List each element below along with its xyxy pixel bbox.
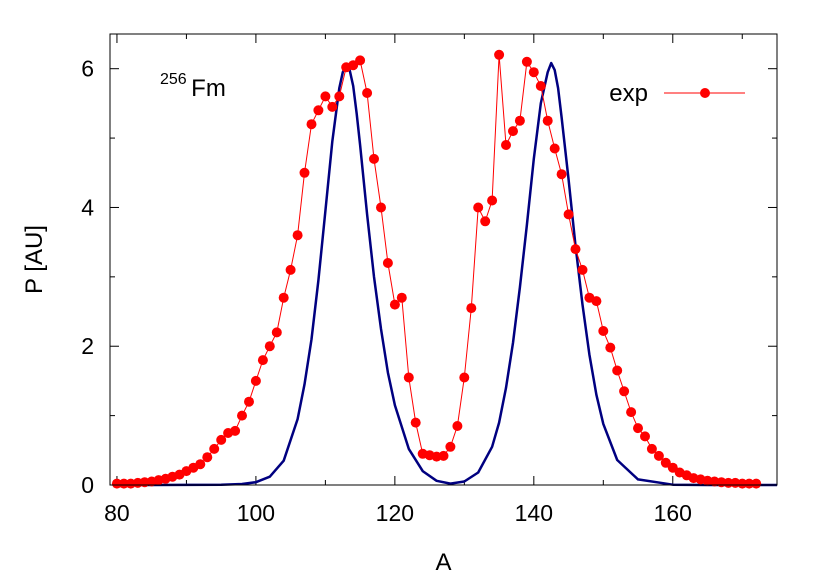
data-point-exp bbox=[327, 101, 338, 112]
data-point-exp bbox=[202, 452, 213, 463]
data-point-exp bbox=[508, 126, 518, 137]
data-point-exp bbox=[369, 153, 379, 164]
data-point-exp bbox=[653, 450, 664, 461]
data-point-exp bbox=[313, 105, 324, 116]
data-point-exp bbox=[230, 425, 241, 436]
plot-frame bbox=[109, 33, 778, 486]
x-tick-label: 100 bbox=[237, 500, 275, 526]
legend-label-exp: exp bbox=[609, 80, 648, 107]
x-axis-label: A bbox=[435, 549, 451, 576]
data-point-exp bbox=[362, 88, 373, 98]
data-point-exp bbox=[376, 202, 386, 213]
data-point-exp bbox=[612, 365, 623, 376]
data-point-exp bbox=[494, 49, 505, 60]
x-tick-label: 140 bbox=[515, 500, 553, 526]
nucleus-annotation: 256 Fm bbox=[160, 71, 226, 102]
data-point-exp bbox=[528, 67, 539, 78]
data-point-exp bbox=[334, 91, 345, 102]
data-point-exp bbox=[660, 457, 671, 468]
data-point-exp bbox=[487, 195, 498, 206]
data-point-exp bbox=[577, 264, 588, 275]
data-point-exp bbox=[556, 169, 567, 180]
y-tick-label: 2 bbox=[81, 333, 94, 359]
data-point-exp bbox=[751, 478, 762, 489]
series-layer bbox=[111, 49, 777, 489]
data-point-exp bbox=[382, 258, 393, 268]
data-point-exp bbox=[737, 478, 748, 489]
legend: exp bbox=[609, 80, 745, 107]
data-point-exp bbox=[299, 167, 310, 178]
data-point-exp bbox=[111, 478, 122, 489]
y-axis-label: P [AU] bbox=[21, 225, 48, 294]
data-point-exp bbox=[445, 441, 456, 452]
data-point-exp bbox=[646, 443, 657, 454]
data-point-exp bbox=[542, 115, 553, 126]
x-tick-label: 120 bbox=[376, 500, 414, 526]
data-point-exp bbox=[410, 417, 421, 428]
data-point-exp bbox=[118, 478, 129, 489]
data-point-exp bbox=[744, 478, 755, 489]
data-point-exp bbox=[619, 386, 630, 397]
x-tick-label: 160 bbox=[654, 500, 692, 526]
data-point-exp bbox=[403, 372, 414, 383]
tick-labels: 80 100 120 140 160 0 2 4 6 bbox=[81, 56, 692, 526]
data-point-exp bbox=[396, 292, 407, 303]
data-point-exp bbox=[570, 244, 581, 255]
nucleus-mass-number: 256 bbox=[160, 71, 187, 88]
y-tick-label: 6 bbox=[81, 56, 94, 82]
x-tick-label: 80 bbox=[104, 500, 130, 526]
data-point-exp bbox=[209, 443, 220, 454]
data-point-exp bbox=[452, 421, 463, 431]
data-point-exp bbox=[244, 396, 254, 407]
data-point-exp bbox=[292, 230, 303, 241]
data-point-exp bbox=[271, 327, 282, 338]
data-point-exp bbox=[514, 115, 525, 126]
y-tick-label: 4 bbox=[81, 194, 94, 220]
series-line-theory bbox=[116, 61, 777, 487]
data-point-exp bbox=[473, 202, 484, 213]
data-point-exp bbox=[563, 209, 574, 220]
data-point-exp bbox=[598, 326, 609, 336]
data-point-exp bbox=[501, 140, 511, 150]
data-point-exp bbox=[195, 459, 206, 470]
data-point-exp bbox=[535, 81, 546, 91]
data-point-exp bbox=[216, 434, 227, 445]
data-point-exp bbox=[250, 375, 261, 386]
data-point-exp bbox=[466, 303, 477, 314]
data-point-exp bbox=[306, 119, 317, 130]
data-point-exp bbox=[549, 143, 560, 154]
series-line-exp bbox=[116, 54, 757, 485]
data-point-exp bbox=[626, 407, 637, 418]
data-point-exp bbox=[264, 341, 275, 352]
data-point-exp bbox=[605, 342, 616, 353]
data-point-exp bbox=[438, 450, 449, 461]
data-point-exp bbox=[320, 91, 331, 102]
legend-marker-exp bbox=[700, 88, 710, 98]
data-point-exp bbox=[355, 55, 366, 66]
data-point-exp bbox=[480, 216, 491, 227]
data-point-exp bbox=[591, 296, 602, 307]
nucleus-symbol: Fm bbox=[191, 75, 226, 102]
axis-ticks bbox=[110, 34, 777, 486]
data-point-exp bbox=[278, 292, 289, 303]
data-point-exp bbox=[640, 431, 650, 442]
data-point-exp bbox=[257, 355, 268, 366]
y-tick-label: 0 bbox=[81, 472, 94, 498]
data-point-exp bbox=[237, 410, 247, 421]
data-point-exp bbox=[521, 56, 532, 67]
data-point-exp bbox=[389, 299, 400, 310]
data-point-exp bbox=[285, 264, 296, 275]
data-point-exp bbox=[633, 423, 643, 434]
data-point-exp bbox=[459, 372, 470, 383]
